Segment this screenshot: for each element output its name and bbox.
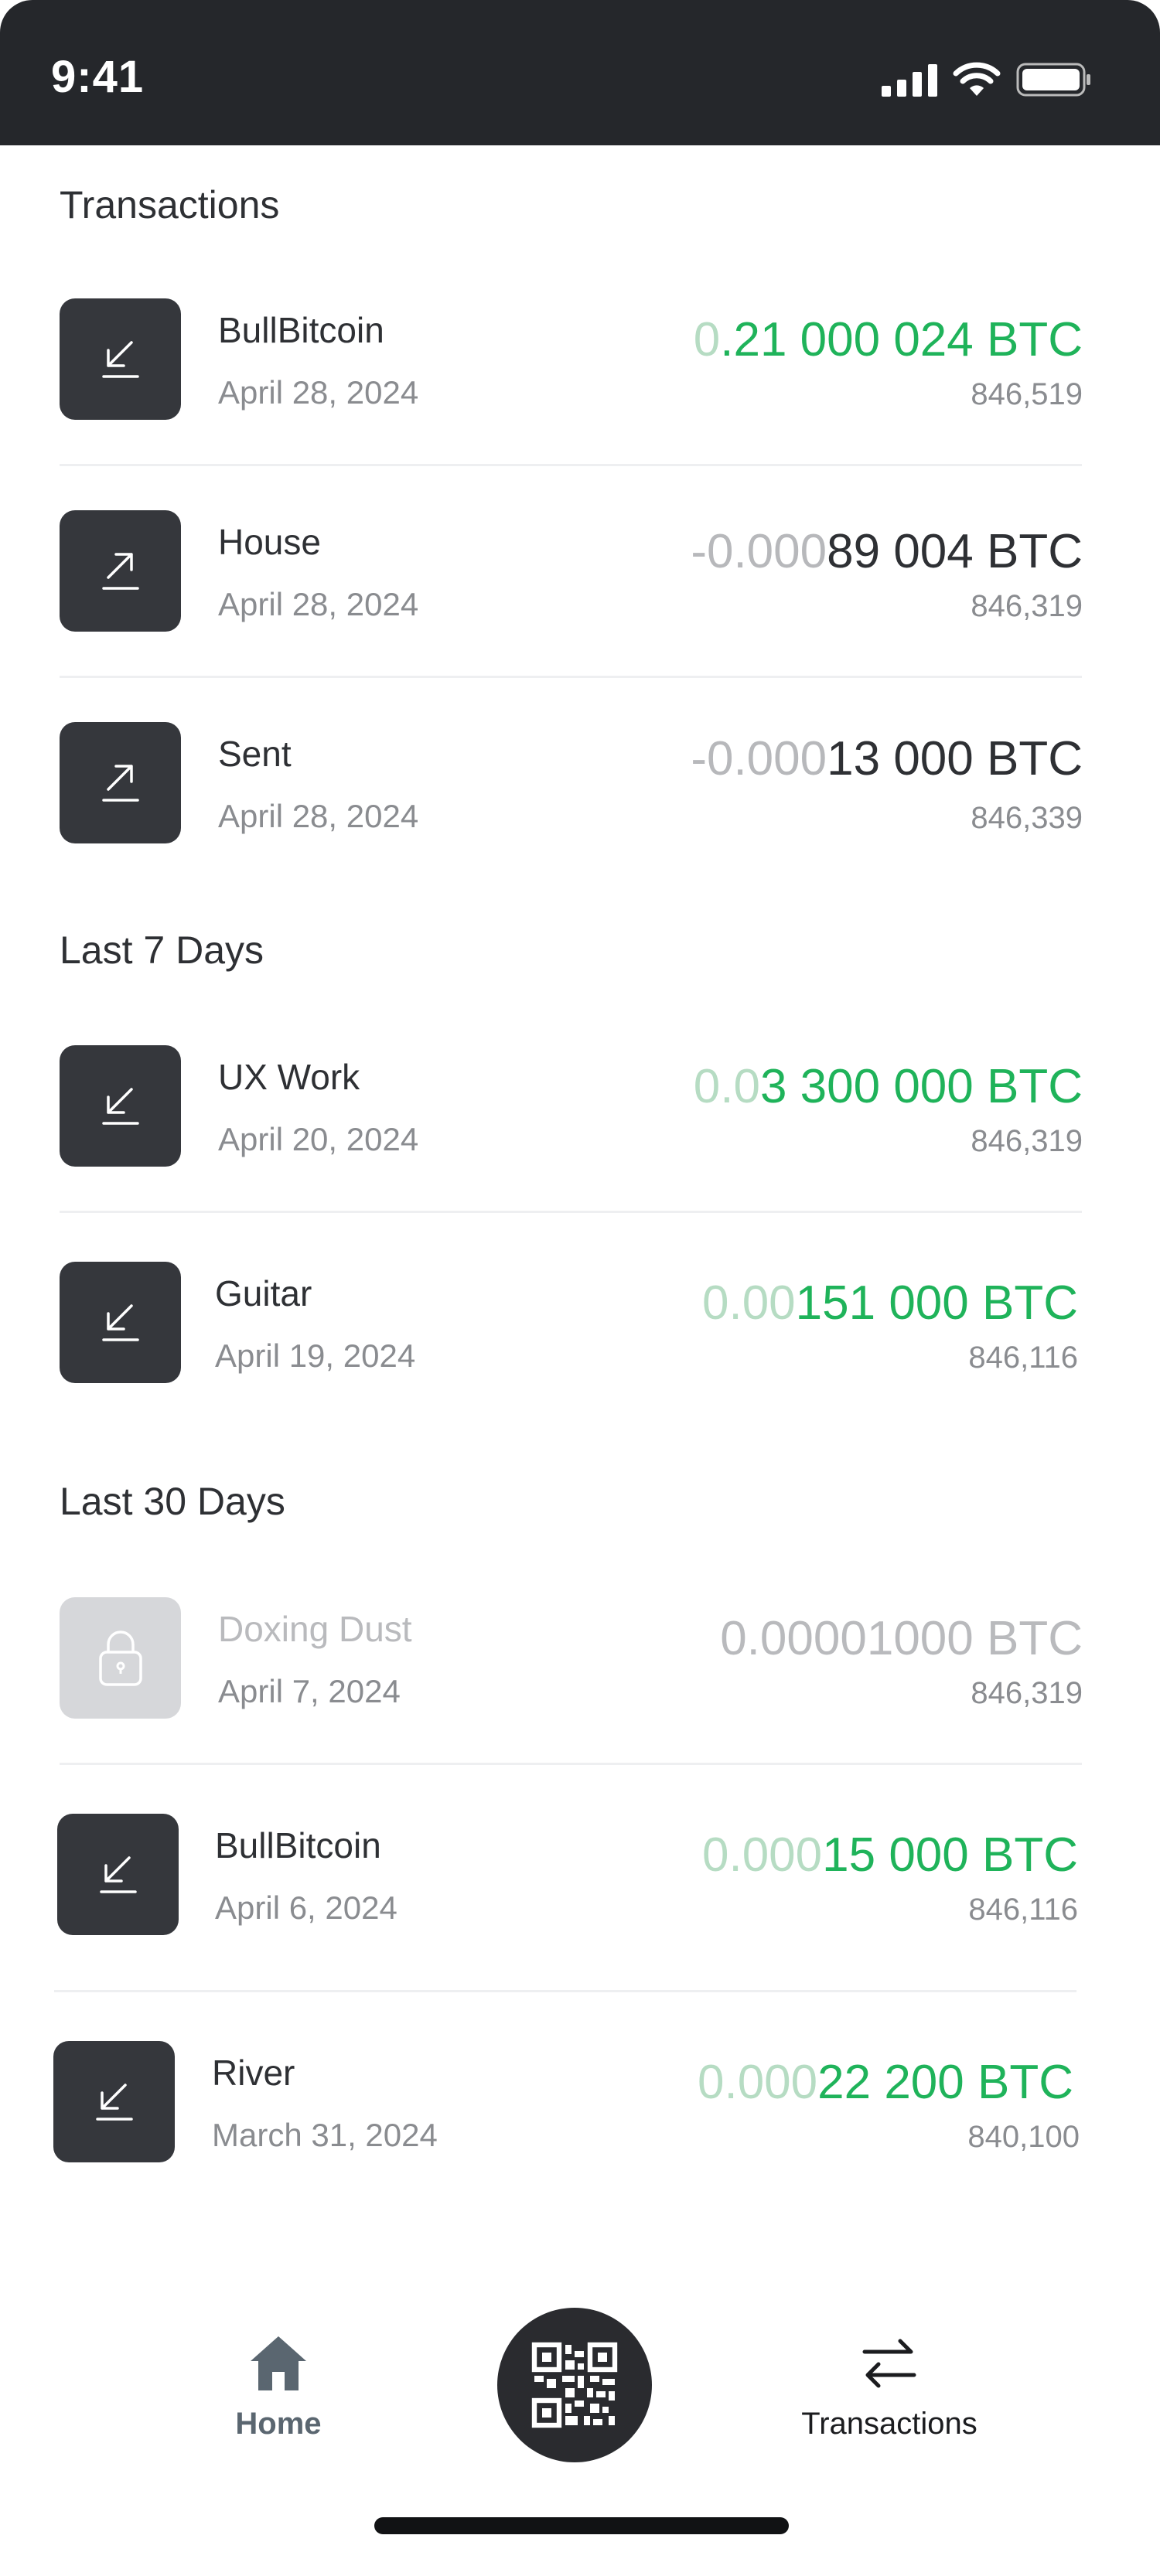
nav-transactions-tab[interactable]: Transactions	[789, 2333, 990, 2441]
transaction-amount: 0.03 300 000 BTC	[694, 1059, 1083, 1114]
amount-value: 0.00001000 BTC	[720, 1612, 1083, 1665]
status-icons	[882, 60, 1092, 99]
section-title-transactions: Transactions	[60, 183, 280, 227]
transaction-amount: 0.00001000 BTC	[720, 1611, 1083, 1666]
transaction-row[interactable]: BullBitcoin April 6, 2024 0.00015 000 BT…	[0, 1787, 1160, 1935]
section-title-last-7-days: Last 7 Days	[60, 929, 264, 972]
scan-qr-button[interactable]	[497, 2308, 652, 2462]
amount-leading-zeros: 0.000	[701, 1828, 823, 1882]
transaction-name: River	[212, 2053, 295, 2093]
transaction-row[interactable]: UX Work April 20, 2024 0.03 300 000 BTC …	[0, 1019, 1160, 1167]
arrow-up-right-icon	[60, 722, 181, 843]
divider	[60, 464, 1082, 466]
cellular-signal-icon	[882, 64, 937, 97]
transaction-amount: -0.00013 000 BTC	[691, 731, 1083, 786]
section-title-last-30-days: Last 30 Days	[60, 1480, 285, 1523]
transaction-row[interactable]: BullBitcoin April 28, 2024 0.21 000 024 …	[0, 272, 1160, 420]
status-time: 9:41	[51, 52, 145, 102]
transaction-date: March 31, 2024	[212, 2117, 438, 2153]
block-height: 846,116	[968, 1341, 1078, 1375]
block-height: 846,319	[971, 589, 1083, 623]
amount-leading-zeros: 0.0	[693, 1060, 760, 1113]
nav-transactions-label: Transactions	[801, 2407, 977, 2441]
transaction-name: BullBitcoin	[215, 1825, 381, 1866]
amount-value: 3 300 000 BTC	[759, 1060, 1083, 1113]
lock-icon	[60, 1597, 181, 1719]
amount-value: 22 200 BTC	[817, 2056, 1073, 2109]
transaction-name: BullBitcoin	[218, 310, 384, 350]
transaction-amount: -0.00089 004 BTC	[691, 524, 1083, 579]
nav-home-label: Home	[235, 2407, 322, 2441]
arrow-up-right-icon	[60, 510, 181, 632]
block-height: 846,319	[971, 1676, 1083, 1710]
nav-home-tab[interactable]: Home	[230, 2333, 326, 2441]
transaction-name: House	[218, 522, 321, 562]
transaction-amount: 0.00022 200 BTC	[698, 2055, 1073, 2110]
divider	[54, 1990, 1076, 1992]
transaction-name: UX Work	[218, 1057, 360, 1097]
transaction-date: April 28, 2024	[218, 586, 419, 622]
transaction-name: Sent	[218, 734, 292, 774]
transaction-name: Doxing Dust	[218, 1609, 412, 1649]
transaction-row[interactable]: Doxing Dust April 7, 2024 0.00001000 BTC…	[0, 1571, 1160, 1719]
amount-value: 15 000 BTC	[822, 1828, 1078, 1882]
transfer-arrows-icon	[862, 2339, 916, 2388]
home-indicator	[374, 2517, 789, 2534]
amount-leading-zeros: 0.00	[701, 1276, 796, 1330]
amount-leading-zeros: 0.000	[697, 2056, 818, 2109]
transaction-date: April 7, 2024	[218, 1673, 401, 1709]
arrow-down-left-icon	[60, 1045, 181, 1167]
arrow-down-left-icon	[60, 1262, 181, 1383]
block-height: 846,116	[968, 1893, 1078, 1927]
transaction-row[interactable]: Sent April 28, 2024 -0.00013 000 BTC 846…	[0, 696, 1160, 843]
transaction-date: April 19, 2024	[215, 1337, 416, 1374]
transaction-date: April 28, 2024	[218, 374, 419, 411]
block-height: 840,100	[967, 2120, 1080, 2154]
block-height: 846,319	[971, 1124, 1083, 1158]
block-height: 846,519	[971, 377, 1083, 411]
divider	[60, 1763, 1082, 1765]
transaction-date: April 6, 2024	[215, 1889, 397, 1926]
arrow-down-left-icon	[53, 2041, 175, 2162]
transaction-row[interactable]: Guitar April 19, 2024 0.00151 000 BTC 84…	[0, 1235, 1160, 1383]
amount-value: 89 004 BTC	[827, 525, 1083, 578]
transaction-name: Guitar	[215, 1273, 312, 1314]
amount-leading-zeros: -0.000	[691, 732, 827, 785]
amount-value: .21 000 024 BTC	[720, 313, 1083, 366]
amount-value: 151 000 BTC	[795, 1276, 1078, 1330]
transaction-amount: 0.21 000 024 BTC	[694, 312, 1083, 367]
status-bar: 9:41	[0, 0, 1160, 145]
home-icon	[251, 2336, 306, 2390]
divider	[60, 676, 1082, 678]
amount-leading-zeros: 0	[693, 313, 721, 366]
wifi-icon	[953, 62, 1001, 96]
amount-value: 13 000 BTC	[827, 732, 1083, 785]
qr-code-icon	[531, 2342, 618, 2428]
amount-leading-zeros: -0.000	[691, 525, 827, 578]
block-height: 846,339	[971, 801, 1083, 835]
transaction-amount: 0.00151 000 BTC	[702, 1276, 1078, 1331]
arrow-down-left-icon	[57, 1814, 179, 1935]
divider	[60, 1211, 1082, 1213]
transaction-date: April 28, 2024	[218, 798, 419, 834]
transaction-row[interactable]: River March 31, 2024 0.00022 200 BTC 840…	[0, 2015, 1160, 2162]
transaction-row[interactable]: House April 28, 2024 -0.00089 004 BTC 84…	[0, 484, 1160, 632]
battery-icon	[1016, 63, 1090, 97]
transaction-date: April 20, 2024	[218, 1121, 419, 1157]
arrow-down-left-icon	[60, 298, 181, 420]
transaction-amount: 0.00015 000 BTC	[702, 1828, 1078, 1883]
